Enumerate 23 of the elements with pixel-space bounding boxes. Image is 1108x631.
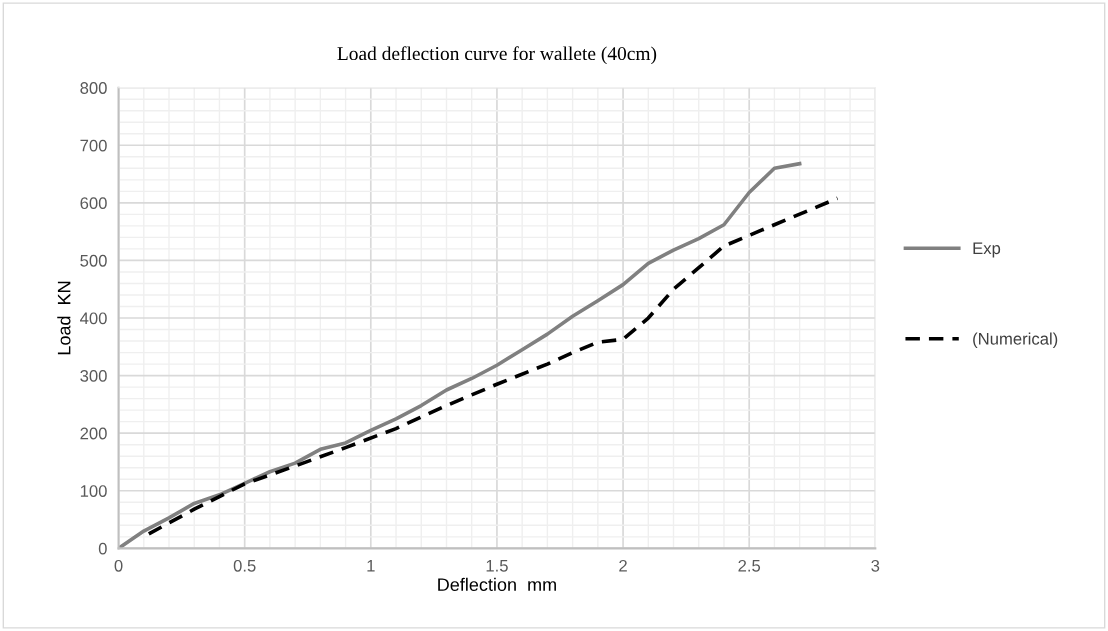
line-series — [147, 196, 840, 536]
x-tick-label: 2 — [619, 559, 627, 572]
y-tick-label: 800 — [80, 82, 107, 94]
line-series — [118, 161, 802, 549]
y-tick-label: 100 — [80, 485, 107, 497]
x-tick-label: 2.5 — [738, 559, 761, 572]
y-tick-label: 700 — [80, 139, 107, 152]
x-tick-label: 1 — [367, 560, 375, 572]
x-tick-label: 3 — [871, 559, 880, 572]
x-tick-label: 0 — [114, 559, 123, 572]
legend-label: (Numerical) — [973, 332, 1058, 349]
y-tick-label: 400 — [80, 312, 107, 325]
x-axis-title: Deflection mm — [438, 577, 556, 592]
y-tick-label: 0 — [98, 542, 107, 555]
y-tick-label: 300 — [80, 370, 107, 382]
x-tick-label: 0.5 — [233, 559, 256, 572]
x-tick-label: 1.5 — [486, 560, 508, 572]
y-tick-label: 500 — [80, 254, 107, 267]
y-tick-label: 600 — [80, 197, 107, 210]
legend-label: Exp — [973, 242, 1001, 258]
y-axis-title: Load KN — [57, 281, 71, 355]
y-tick-label: 200 — [80, 427, 107, 440]
chart-title: Load deflection curve for wallete (40cm) — [337, 46, 657, 65]
